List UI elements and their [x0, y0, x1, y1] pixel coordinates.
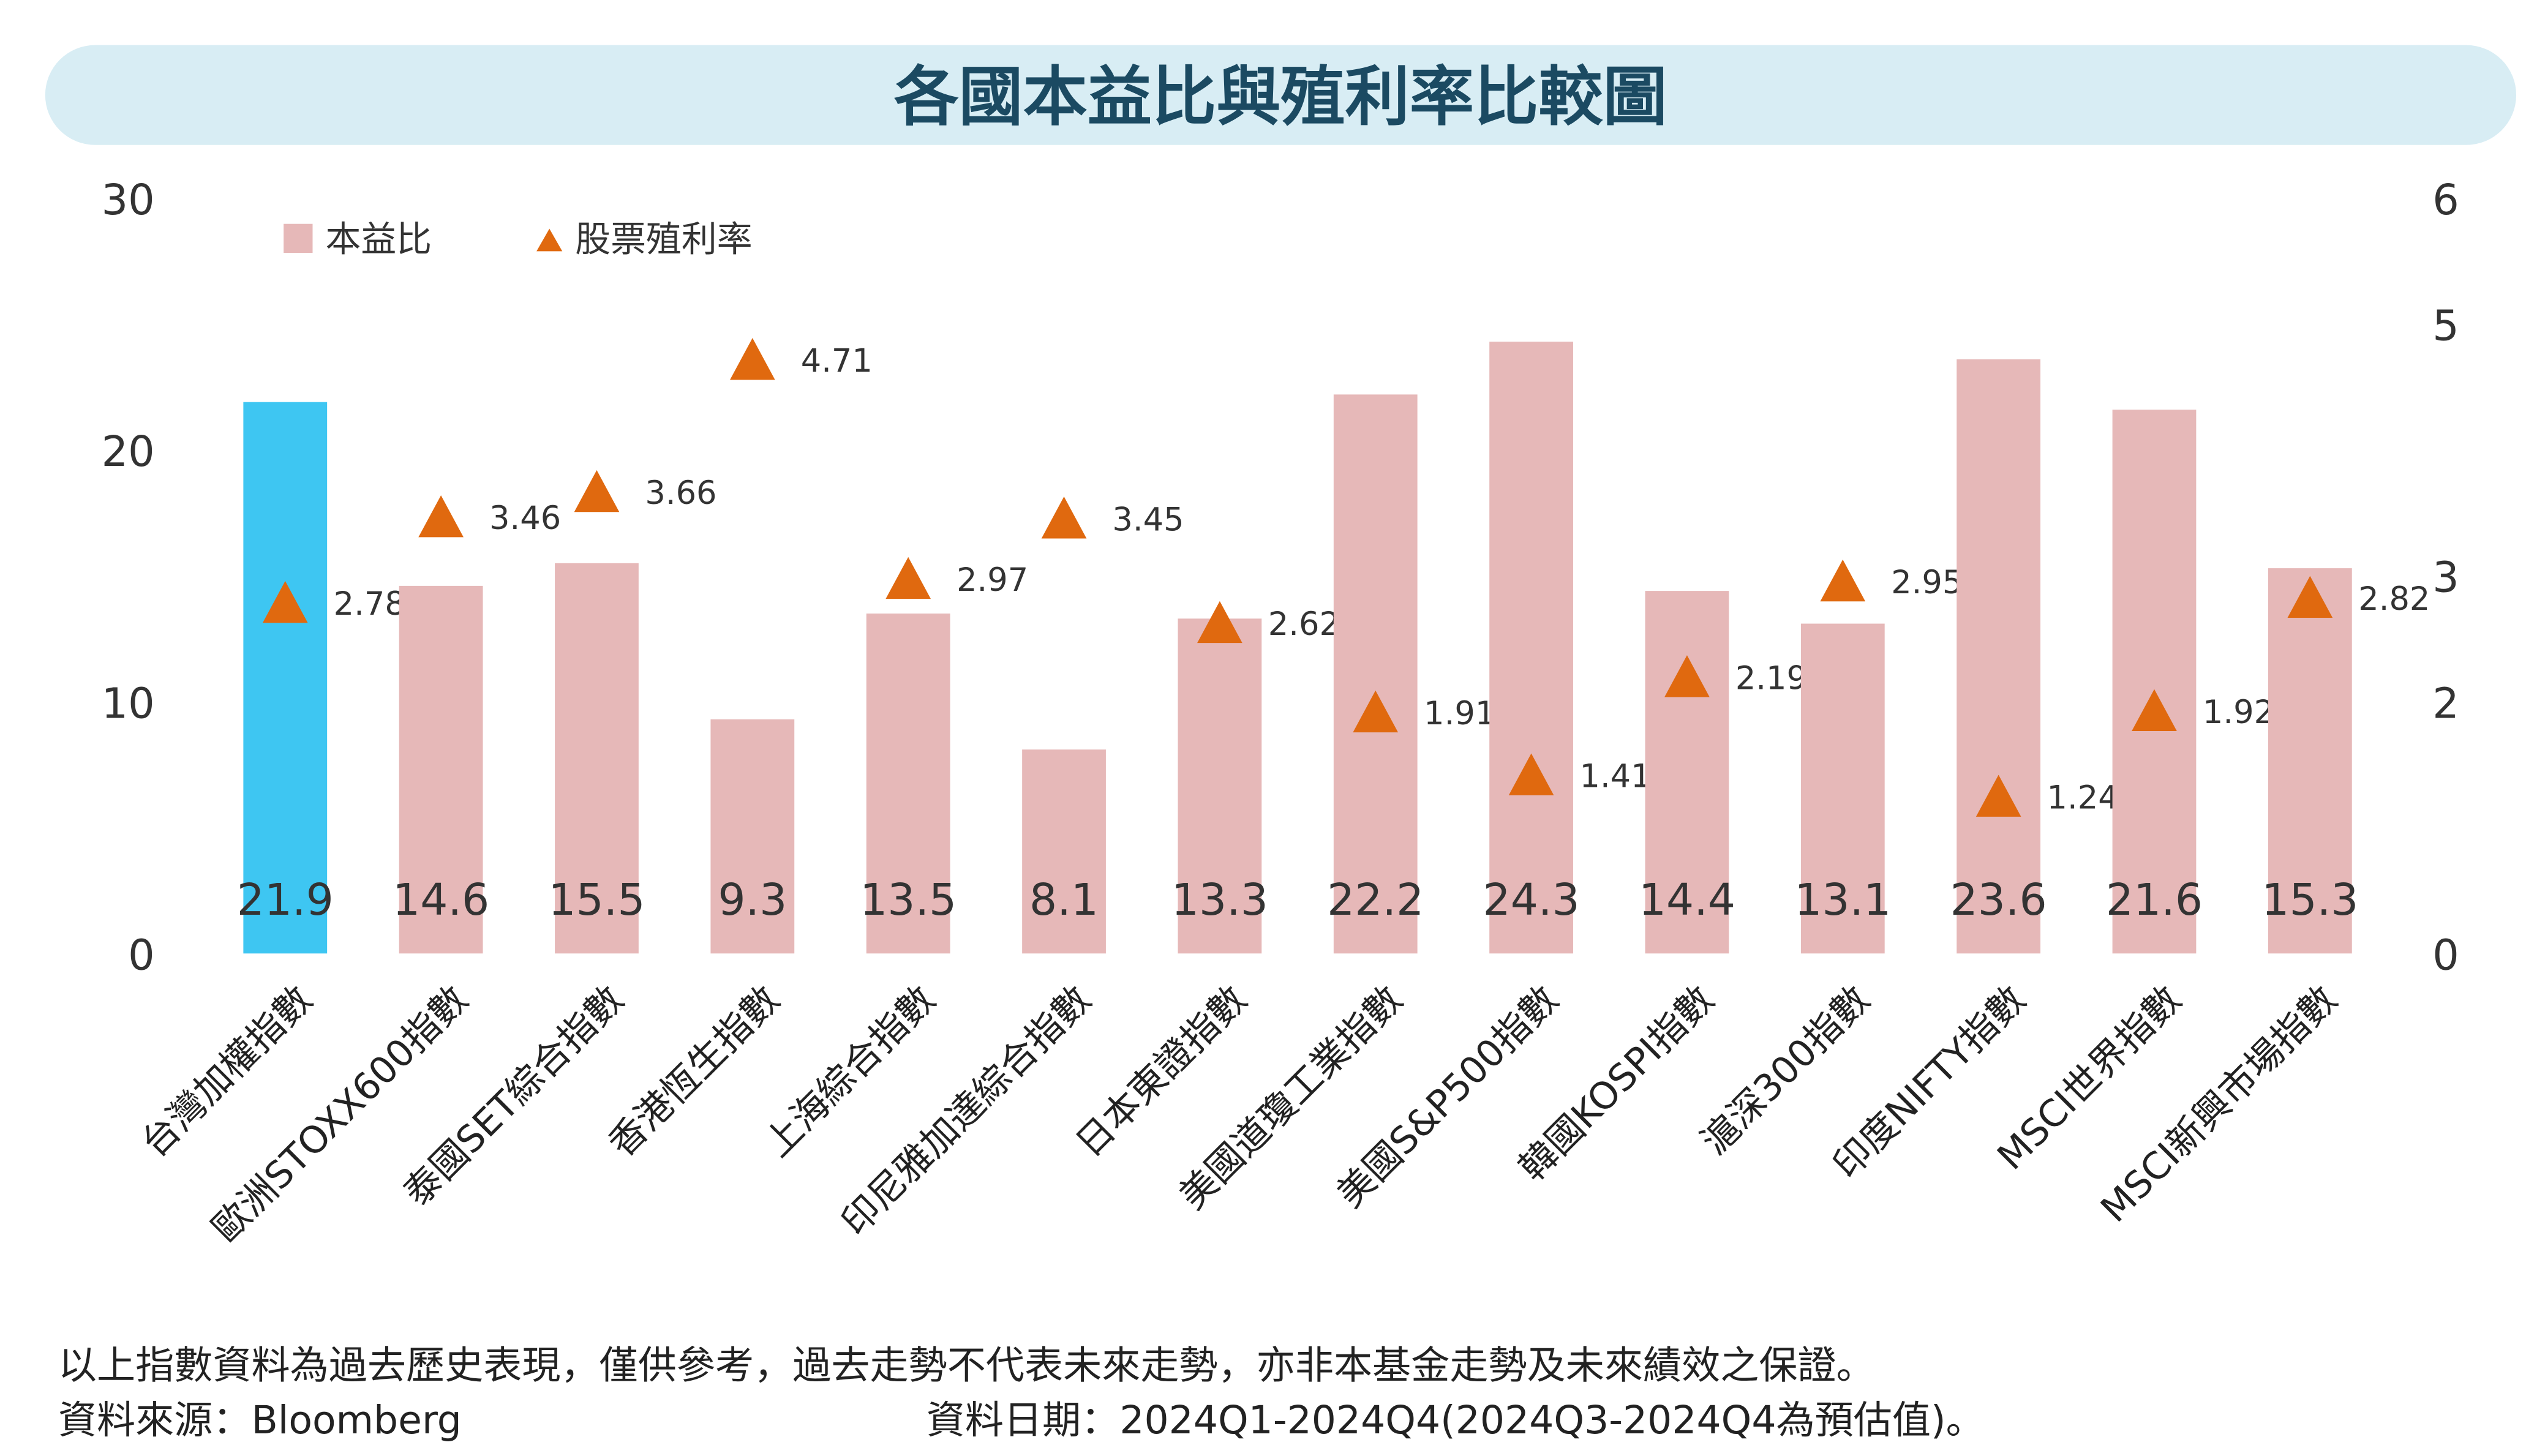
- pe-value-label: 15.3: [2261, 874, 2358, 925]
- left-axis-tick: 30: [102, 176, 155, 225]
- pe-value-label: 9.3: [718, 874, 787, 925]
- pe-bar: [2268, 568, 2352, 954]
- left-axis-tick: 10: [102, 680, 155, 728]
- pe-bar: [866, 614, 950, 954]
- footer-date: 資料日期：2024Q1-2024Q4(2024Q3-2024Q4為預估值)。: [927, 1397, 1985, 1443]
- pe-value-label: 14.4: [1639, 874, 1735, 925]
- yield-triangle-marker: [1041, 497, 1087, 539]
- pe-bar: [2112, 409, 2197, 954]
- right-axis-tick: 3: [2432, 554, 2459, 602]
- yield-triangle-marker: [2287, 576, 2333, 618]
- pe-value-label: 24.3: [1483, 874, 1580, 925]
- right-axis-tick: 0: [2432, 932, 2459, 980]
- pe-value-label: 14.6: [393, 874, 489, 925]
- legend: 本益比 股票殖利率: [284, 218, 753, 260]
- yield-value-label: 2.95: [1891, 564, 1963, 601]
- legend-triangle-icon: [536, 228, 563, 252]
- pe-value-label: 15.5: [548, 874, 645, 925]
- yield-value-label: 1.91: [1424, 695, 1495, 732]
- pe-bar: [1022, 749, 1106, 954]
- yield-value-label: 2.78: [334, 585, 405, 623]
- yield-triangle-marker: [729, 337, 775, 380]
- yield-triangle-marker: [1820, 559, 1866, 602]
- pe-value-label: 8.1: [1029, 874, 1099, 925]
- right-axis-tick: 6: [2432, 176, 2459, 225]
- yield-triangle-marker: [1664, 655, 1710, 697]
- footer-disclaimer: 以上指數資料為過去歷史表現，僅供參考，過去走勢不代表未來走勢，亦非本基金走勢及未…: [58, 1343, 1875, 1388]
- yield-triangle-marker: [574, 470, 620, 512]
- pe-value-label: 21.6: [2106, 874, 2203, 925]
- yield-value-label: 2.82: [2358, 580, 2430, 618]
- yield-value-label: 4.71: [801, 342, 873, 380]
- pe-bar: [399, 585, 483, 954]
- yield-triangle-marker: [885, 557, 931, 599]
- yield-triangle-marker: [262, 580, 308, 623]
- yield-value-label: 2.19: [1735, 659, 1807, 697]
- pe-bar: [555, 563, 639, 954]
- pe-value-label: 13.5: [860, 874, 957, 925]
- pe-bar: [243, 402, 328, 954]
- yield-value-label: 3.46: [489, 500, 561, 537]
- yield-triangle-marker: [1975, 775, 2021, 817]
- x-axis-label: 歐洲STOXX600指數: [204, 978, 476, 1250]
- pe-bar: [1178, 618, 1262, 954]
- footer-source: 資料來源：Bloomberg: [58, 1397, 462, 1443]
- chart-title: 各國本益比與殖利率比較圖: [894, 59, 1667, 135]
- yield-value-label: 3.45: [1112, 501, 1184, 538]
- title-banner: [45, 45, 2517, 145]
- legend-yield-label: 股票殖利率: [575, 218, 752, 260]
- pe-bar: [710, 719, 795, 954]
- yield-triangle-marker: [1353, 690, 1399, 733]
- yield-triangle-marker: [2132, 689, 2177, 732]
- right-axis-tick: 5: [2432, 302, 2459, 350]
- yield-triangle-marker: [1508, 753, 1554, 795]
- yield-value-label: 2.97: [957, 561, 1028, 599]
- yield-value-label: 1.24: [2047, 779, 2119, 817]
- pe-bar: [1800, 623, 1885, 954]
- pe-bar: [1489, 341, 1573, 954]
- pe-value-label: 21.9: [237, 874, 334, 925]
- yield-value-label: 2.62: [1268, 606, 1340, 643]
- pe-value-label: 13.3: [1171, 874, 1268, 925]
- pe-value-label: 23.6: [1950, 874, 2047, 925]
- yield-triangle-marker: [418, 495, 464, 538]
- pe-bar: [1645, 591, 1729, 954]
- yield-value-label: 1.41: [1580, 758, 1652, 795]
- yield-triangle-marker: [1197, 601, 1242, 644]
- yield-value-label: 1.92: [2203, 694, 2274, 731]
- legend-pe-label: 本益比: [326, 218, 432, 260]
- legend-bar-swatch: [284, 223, 313, 253]
- pe-value-label: 13.1: [1794, 874, 1891, 925]
- pe-value-label: 22.2: [1327, 874, 1424, 925]
- pe-bar: [1957, 359, 2041, 954]
- right-axis-tick: 2: [2432, 680, 2459, 728]
- left-axis-tick: 20: [102, 428, 155, 476]
- left-axis-tick: 0: [128, 932, 155, 980]
- pe-bar: [1333, 394, 1418, 954]
- yield-value-label: 3.66: [645, 475, 716, 512]
